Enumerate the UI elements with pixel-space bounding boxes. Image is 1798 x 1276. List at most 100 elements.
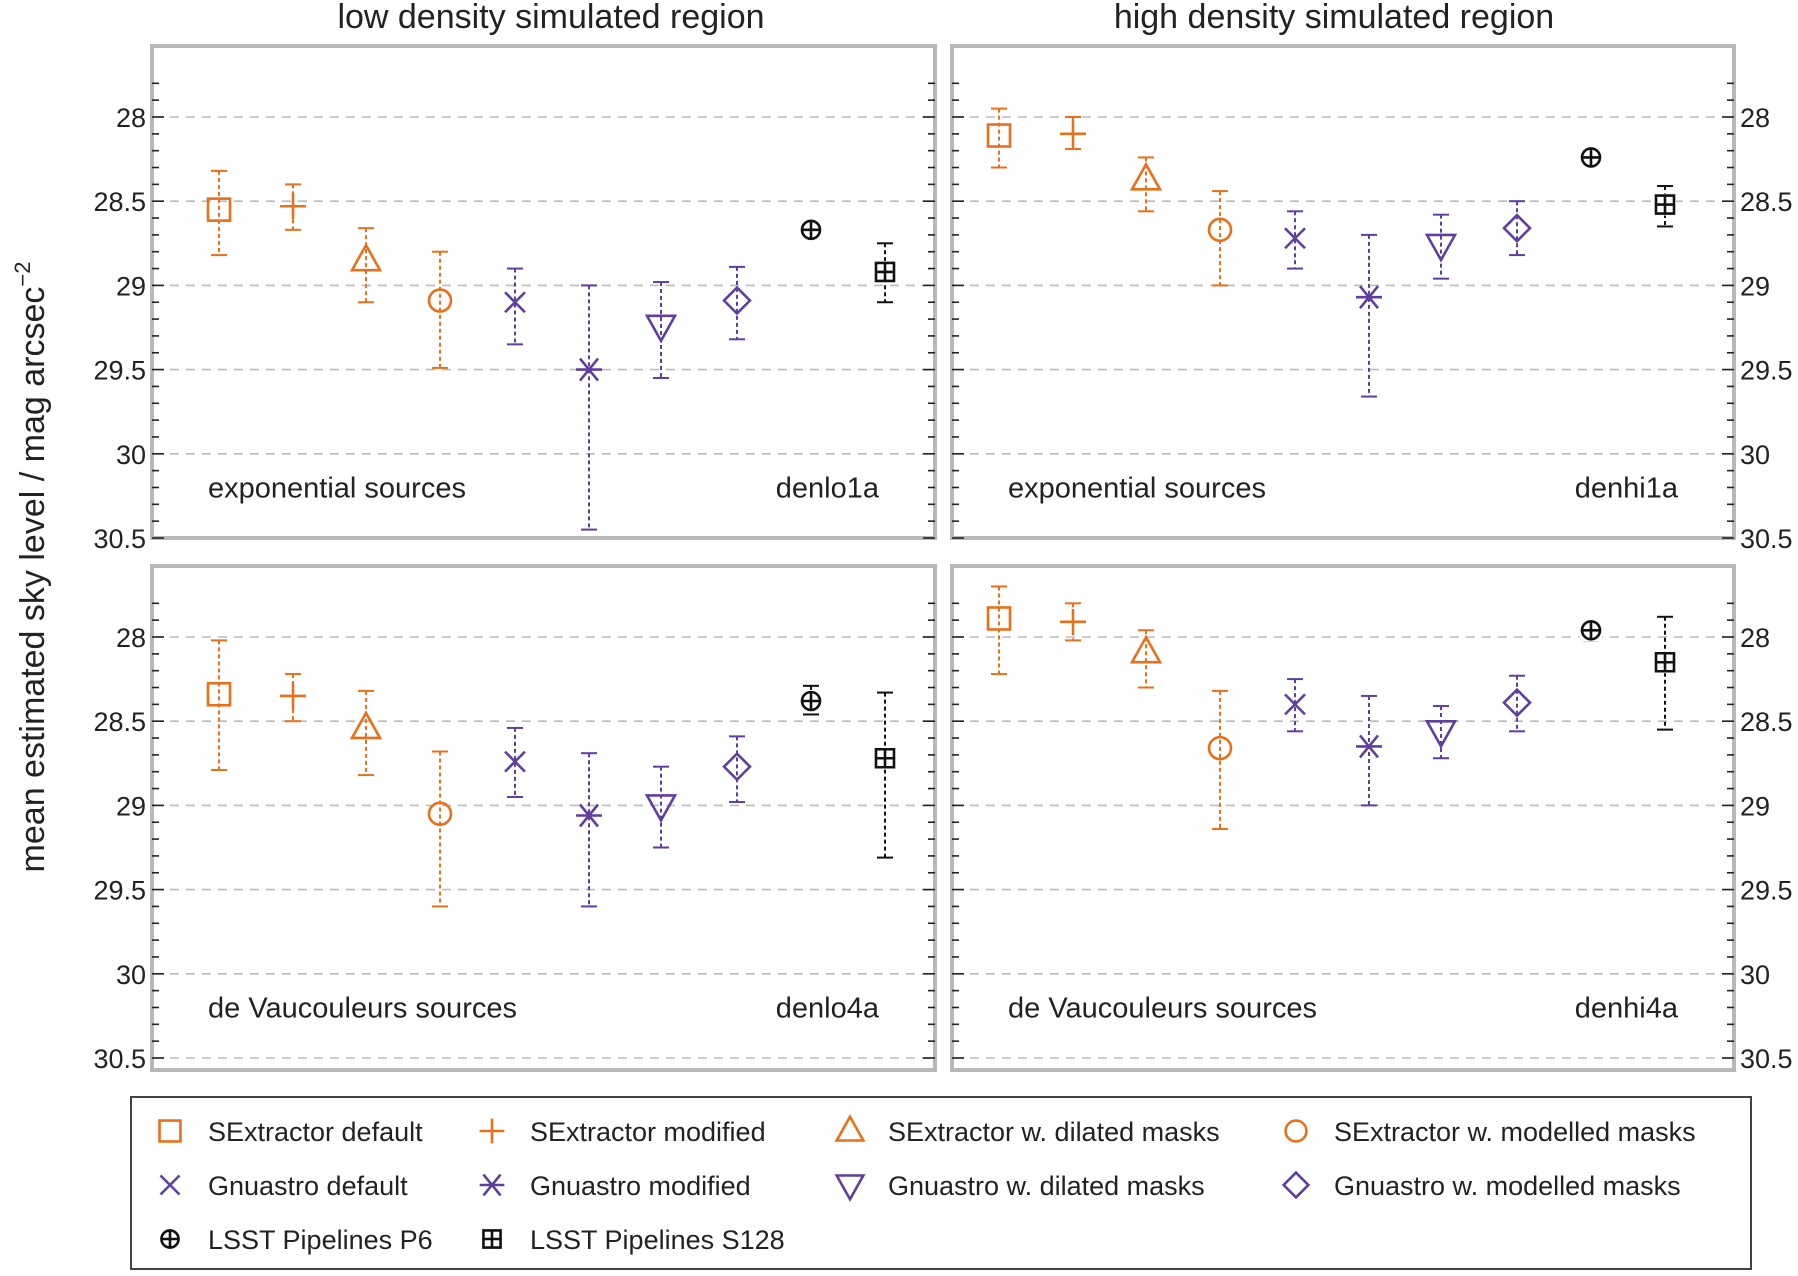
y-tick-label-right: 28 [1740, 103, 1770, 133]
y-tick-label-right: 30 [1740, 960, 1770, 990]
panel-top-right: 28 28.5 29 29.5 30 30.5 exponential sources den… [950, 44, 1793, 554]
legend-entry-se_mdl: SExtractor w. modelled masks [1284, 1117, 1696, 1147]
y-tick-label-left: 28.5 [93, 707, 146, 737]
y-tick-label-right: 30 [1740, 440, 1770, 470]
marker-circle-plus [800, 219, 822, 241]
marker-asterisk [576, 803, 602, 828]
data-point-se_mod [1060, 602, 1086, 642]
legend-entry-lsst_p6: LSST Pipelines P6 [160, 1225, 433, 1255]
marker-square [986, 606, 1012, 631]
panel-title: denhi4a [1575, 993, 1679, 1025]
data-point-gn_mod [1356, 694, 1382, 807]
data-point-se_def [206, 169, 232, 257]
data-point-gn_mod [576, 752, 602, 908]
panel-top-left: 28 28.5 29 29.5 30 30.5 exponential sources den… [93, 44, 937, 554]
data-point-gn_def [1284, 210, 1306, 270]
data-point-gn_dil [644, 765, 678, 849]
marker-circle [427, 801, 453, 827]
legend-marker-diamond [1281, 1170, 1311, 1200]
marker-x [1284, 693, 1306, 716]
legend-label: SExtractor default [208, 1117, 423, 1147]
data-point-se_def [986, 107, 1012, 169]
panel-title: denhi1a [1575, 473, 1679, 505]
marker-asterisk [1356, 285, 1382, 310]
y-tick-label-left: 29.5 [93, 876, 146, 906]
y-tick-label-left: 29.5 [93, 356, 146, 386]
data-point-gn_dil [644, 281, 678, 380]
data-point-se_mod [1060, 116, 1086, 150]
y-tick-label-left: 29 [116, 791, 146, 821]
y-tick-label-right: 28 [1740, 623, 1770, 653]
marker-circle-plus [800, 690, 822, 712]
marker-triangle-up [1129, 634, 1163, 664]
data-point-gn_dil [1424, 213, 1458, 280]
data-point-se_def [986, 585, 1012, 676]
data-point-gn_mdl [1502, 200, 1532, 257]
y-tick-label-left: 30 [116, 960, 146, 990]
legend-frame [130, 1096, 1752, 1270]
data-point-lsst_p6 [800, 218, 822, 241]
panel-title: denlo4a [776, 993, 880, 1025]
panel-frame [150, 44, 937, 540]
data-point-lsst_s128 [874, 691, 896, 859]
legend-marker-triangle-up [834, 1114, 866, 1142]
data-point-lsst_s128 [1654, 185, 1676, 228]
marker-circle-plus [1580, 619, 1602, 641]
data-point-gn_def [504, 726, 526, 798]
y-axis-label: mean estimated sky level / mag arcsec−2 [10, 262, 52, 873]
y-tick-label-right: 29 [1740, 791, 1770, 821]
data-point-gn_mod [1356, 233, 1382, 398]
data-point-se_mod [280, 673, 306, 723]
marker-triangle-down [1424, 233, 1458, 263]
svg-text:mean estimated sky level / mag: mean estimated sky level / mag arcsec−2 [10, 262, 52, 873]
legend-marker-square-plus [482, 1229, 502, 1249]
marker-diamond [1502, 213, 1532, 243]
data-point-gn_dil [1424, 705, 1458, 760]
marker-plus [1060, 608, 1086, 635]
legend-label: SExtractor w. dilated masks [888, 1117, 1220, 1147]
panel-annotation: exponential sources [1008, 473, 1266, 505]
legend-entry-se_mod: SExtractor modified [479, 1117, 766, 1147]
legend-marker-asterisk [479, 1173, 505, 1197]
data-point-lsst_p6 [1580, 146, 1602, 169]
panel-frame [950, 44, 1736, 540]
panel-bottom-right: 28 28.5 29 29.5 30 30.5 de Vaucouleurs sources… [950, 564, 1793, 1074]
legend-marker-circle [1284, 1119, 1308, 1143]
marker-circle [1207, 735, 1233, 761]
marker-square-plus [874, 261, 896, 283]
marker-diamond [722, 285, 752, 316]
marker-diamond [1502, 687, 1532, 718]
y-tick-label-left: 29 [116, 271, 146, 301]
y-tick-label-right: 30.5 [1740, 1044, 1793, 1074]
marker-triangle-up [349, 242, 383, 272]
legend-label: SExtractor w. modelled masks [1334, 1117, 1696, 1147]
legend-marker-plus [479, 1118, 505, 1144]
marker-square [206, 197, 232, 222]
marker-triangle-down [644, 794, 678, 824]
panel-bottom-left: 28 28.5 29 29.5 30 30.5 de Vaucouleurs sources… [93, 564, 937, 1074]
data-point-gn_def [504, 267, 526, 346]
marker-triangle-down [644, 314, 678, 344]
data-point-se_mdl [1207, 689, 1233, 830]
legend-marker-triangle-down [834, 1174, 866, 1202]
marker-square-plus [874, 747, 896, 769]
y-tick-label-right: 29 [1740, 271, 1770, 301]
marker-diamond [722, 751, 752, 782]
marker-x [504, 291, 526, 314]
data-point-se_dil [1129, 629, 1163, 689]
data-point-se_mdl [427, 750, 453, 908]
marker-triangle-down [1424, 720, 1458, 749]
y-tick-label-left: 30.5 [93, 1044, 146, 1074]
y-tick-label-right: 29.5 [1740, 876, 1793, 906]
panel-annotation: de Vaucouleurs sources [1008, 993, 1317, 1025]
data-point-se_mod [280, 183, 306, 231]
legend-entry-lsst_s128: LSST Pipelines S128 [482, 1225, 785, 1255]
legend-entry-gn_mod: Gnuastro modified [479, 1171, 751, 1201]
marker-circle [427, 288, 453, 313]
legend-label: LSST Pipelines S128 [530, 1225, 785, 1255]
y-tick-label-right: 30.5 [1740, 524, 1793, 554]
panel-annotation: de Vaucouleurs sources [208, 993, 517, 1025]
y-axis-label-text: mean estimated sky level / mag arcsec [14, 287, 52, 873]
marker-plus [280, 682, 306, 709]
